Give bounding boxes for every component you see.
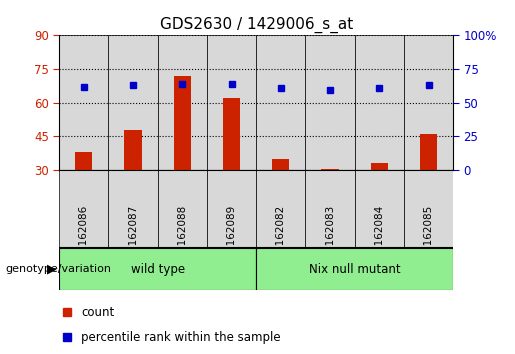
Bar xyxy=(59,35,109,170)
Text: count: count xyxy=(81,306,114,319)
Text: ▶: ▶ xyxy=(47,263,56,275)
Bar xyxy=(305,170,355,248)
Bar xyxy=(207,170,256,248)
Bar xyxy=(158,170,207,248)
Bar xyxy=(109,170,158,248)
Bar xyxy=(174,76,191,170)
Text: percentile rank within the sample: percentile rank within the sample xyxy=(81,331,281,344)
Text: GSM162085: GSM162085 xyxy=(423,205,434,268)
Bar xyxy=(355,35,404,170)
Text: GSM162086: GSM162086 xyxy=(79,205,89,268)
Bar xyxy=(59,248,256,290)
Text: genotype/variation: genotype/variation xyxy=(5,264,111,274)
Text: GSM162088: GSM162088 xyxy=(177,205,187,268)
Text: GSM162087: GSM162087 xyxy=(128,205,138,268)
Bar xyxy=(420,134,437,170)
Bar xyxy=(371,163,388,170)
Text: GSM162084: GSM162084 xyxy=(374,205,384,268)
Bar xyxy=(223,98,240,170)
Bar xyxy=(59,170,109,248)
Text: Nix null mutant: Nix null mutant xyxy=(309,263,401,275)
Title: GDS2630 / 1429006_s_at: GDS2630 / 1429006_s_at xyxy=(160,16,353,33)
Bar xyxy=(404,170,453,248)
Bar xyxy=(125,130,142,170)
Bar xyxy=(256,248,453,290)
Bar xyxy=(158,35,207,170)
Bar xyxy=(109,35,158,170)
Bar xyxy=(321,169,339,170)
Bar xyxy=(75,152,93,170)
Bar xyxy=(256,170,305,248)
Text: wild type: wild type xyxy=(131,263,185,275)
Bar xyxy=(256,35,305,170)
Text: GSM162089: GSM162089 xyxy=(227,205,236,268)
Text: GSM162083: GSM162083 xyxy=(325,205,335,268)
Text: GSM162082: GSM162082 xyxy=(276,205,286,268)
Bar xyxy=(305,35,355,170)
Bar xyxy=(207,35,256,170)
Bar xyxy=(355,170,404,248)
Bar xyxy=(404,35,453,170)
Bar xyxy=(272,159,289,170)
